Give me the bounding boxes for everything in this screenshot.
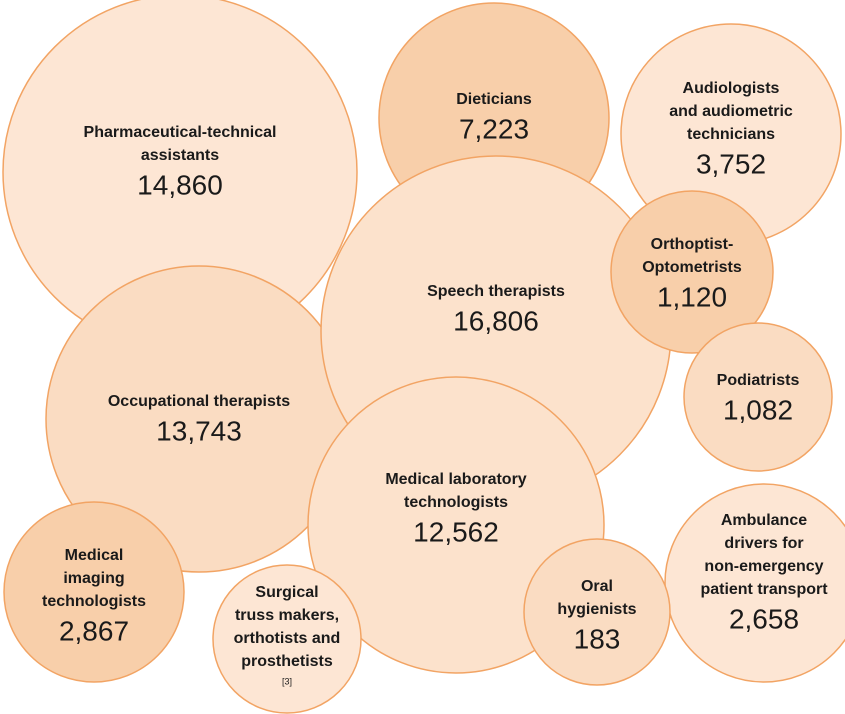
bubble-medical-imaging-technologists: Medical imaging technologists 2,867: [3, 501, 185, 683]
bubble-value-occupational-therapists: 13,743: [156, 415, 242, 446]
bubble-label-surgical-truss-makers-orthotists-and-prosthetists-line-4: prosthetists: [241, 653, 333, 670]
bubble-label-ambulance-drivers-for-non-emergency-patient-transport-line-3: non-emergency: [704, 558, 823, 575]
bubble-value-pharmaceutical-technical-assistants: 14,860: [137, 169, 223, 200]
bubble-label-dieticians-line-1: Dieticians: [456, 91, 532, 108]
bubble-value-oral-hygienists: 183: [574, 623, 621, 654]
bubble-label-surgical-truss-makers-orthotists-and-prosthetists-line-3: orthotists and: [234, 630, 341, 647]
bubble-footnote-surgical-truss-makers-orthotists-and-prosthetists: [3]: [282, 676, 292, 686]
bubble-label-medical-imaging-technologists-line-2: imaging: [63, 570, 124, 587]
bubble-label-audiologists-and-audiometric-technicians-line-1: Audiologists: [683, 80, 780, 97]
bubble-circle-surgical-truss-makers-orthotists-and-prosthetists: [212, 564, 362, 714]
bubble-label-audiologists-and-audiometric-technicians-line-2: and audiometric: [669, 103, 793, 120]
bubble-circle-orthoptist-optometrists: [610, 190, 774, 354]
bubble-label-occupational-therapists-line-1: Occupational therapists: [108, 393, 290, 410]
bubble-label-medical-imaging-technologists-line-3: technologists: [42, 593, 146, 610]
bubble-occupational-therapists: Occupational therapists 13,743: [45, 265, 353, 573]
bubble-value-orthoptist-optometrists: 1,120: [657, 281, 727, 312]
bubble-label-surgical-truss-makers-orthotists-and-prosthetists-line-2: truss makers,: [235, 607, 339, 624]
bubble-value-dieticians: 7,223: [459, 113, 529, 144]
bubble-label-pharmaceutical-technical-assistants-line-2: assistants: [141, 147, 219, 164]
bubble-label-surgical-truss-makers-orthotists-and-prosthetists-line-1: Surgical: [255, 584, 318, 601]
bubble-pharmaceutical-technical-assistants: Pharmaceutical-technical assistants 14,860: [2, 0, 358, 350]
bubble-value-podiatrists: 1,082: [723, 394, 793, 425]
bubble-audiologists-and-audiometric-technicians: Audiologists and audiometric technicians 3,…: [620, 23, 842, 245]
bubble-label-medical-laboratory-technologists-line-1: Medical laboratory: [385, 471, 526, 488]
bubble-label-ambulance-drivers-for-non-emergency-patient-transport-line-1: Ambulance: [721, 512, 807, 529]
bubble-label-medical-imaging-technologists-line-1: Medical: [65, 547, 124, 564]
bubble-value-medical-imaging-technologists: 2,867: [59, 615, 129, 646]
bubble-label-ambulance-drivers-for-non-emergency-patient-transport-line-2: drivers for: [724, 535, 803, 552]
bubble-oral-hygienists: Oral hygienists 183: [523, 538, 671, 686]
bubble-label-medical-laboratory-technologists-line-2: technologists: [404, 494, 508, 511]
bubble-label-pharmaceutical-technical-assistants-line-1: Pharmaceutical-technical: [84, 124, 277, 141]
bubble-label-orthoptist-optometrists-line-2: Optometrists: [642, 259, 742, 276]
bubble-label-orthoptist-optometrists-line-1: Orthoptist-: [651, 236, 734, 253]
bubble-orthoptist-optometrists: Orthoptist- Optometrists 1,120: [610, 190, 774, 354]
bubble-label-oral-hygienists-line-1: Oral: [581, 578, 613, 595]
bubble-circle-medical-imaging-technologists: [3, 501, 185, 683]
bubble-label-audiologists-and-audiometric-technicians-line-3: technicians: [687, 126, 775, 143]
bubble-label-oral-hygienists-line-2: hygienists: [557, 601, 636, 618]
bubble-label-ambulance-drivers-for-non-emergency-patient-transport-line-4: patient transport: [700, 581, 828, 598]
bubble-circle-podiatrists: [683, 322, 833, 472]
bubble-ambulance-drivers-for-non-emergency-patient-transport: Ambulance drivers for non-emergency patient…: [664, 483, 845, 683]
bubble-value-ambulance-drivers-for-non-emergency-patient-transport: 2,658: [729, 603, 799, 634]
bubble-label-podiatrists-line-1: Podiatrists: [717, 372, 800, 389]
bubble-value-speech-therapists: 16,806: [453, 305, 539, 336]
bubble-value-audiologists-and-audiometric-technicians: 3,752: [696, 148, 766, 179]
bubble-circle-ambulance-drivers-for-non-emergency-patient-transport: [664, 483, 845, 683]
bubble-podiatrists: Podiatrists 1,082: [683, 322, 833, 472]
bubble-surgical-truss-makers-orthotists-and-prosthetists: Surgical truss makers, orthotists and prost…: [212, 564, 362, 714]
bubble-label-speech-therapists-line-1: Speech therapists: [427, 283, 565, 300]
bubble-value-medical-laboratory-technologists: 12,562: [413, 516, 499, 547]
bubble-circle-oral-hygienists: [523, 538, 671, 686]
